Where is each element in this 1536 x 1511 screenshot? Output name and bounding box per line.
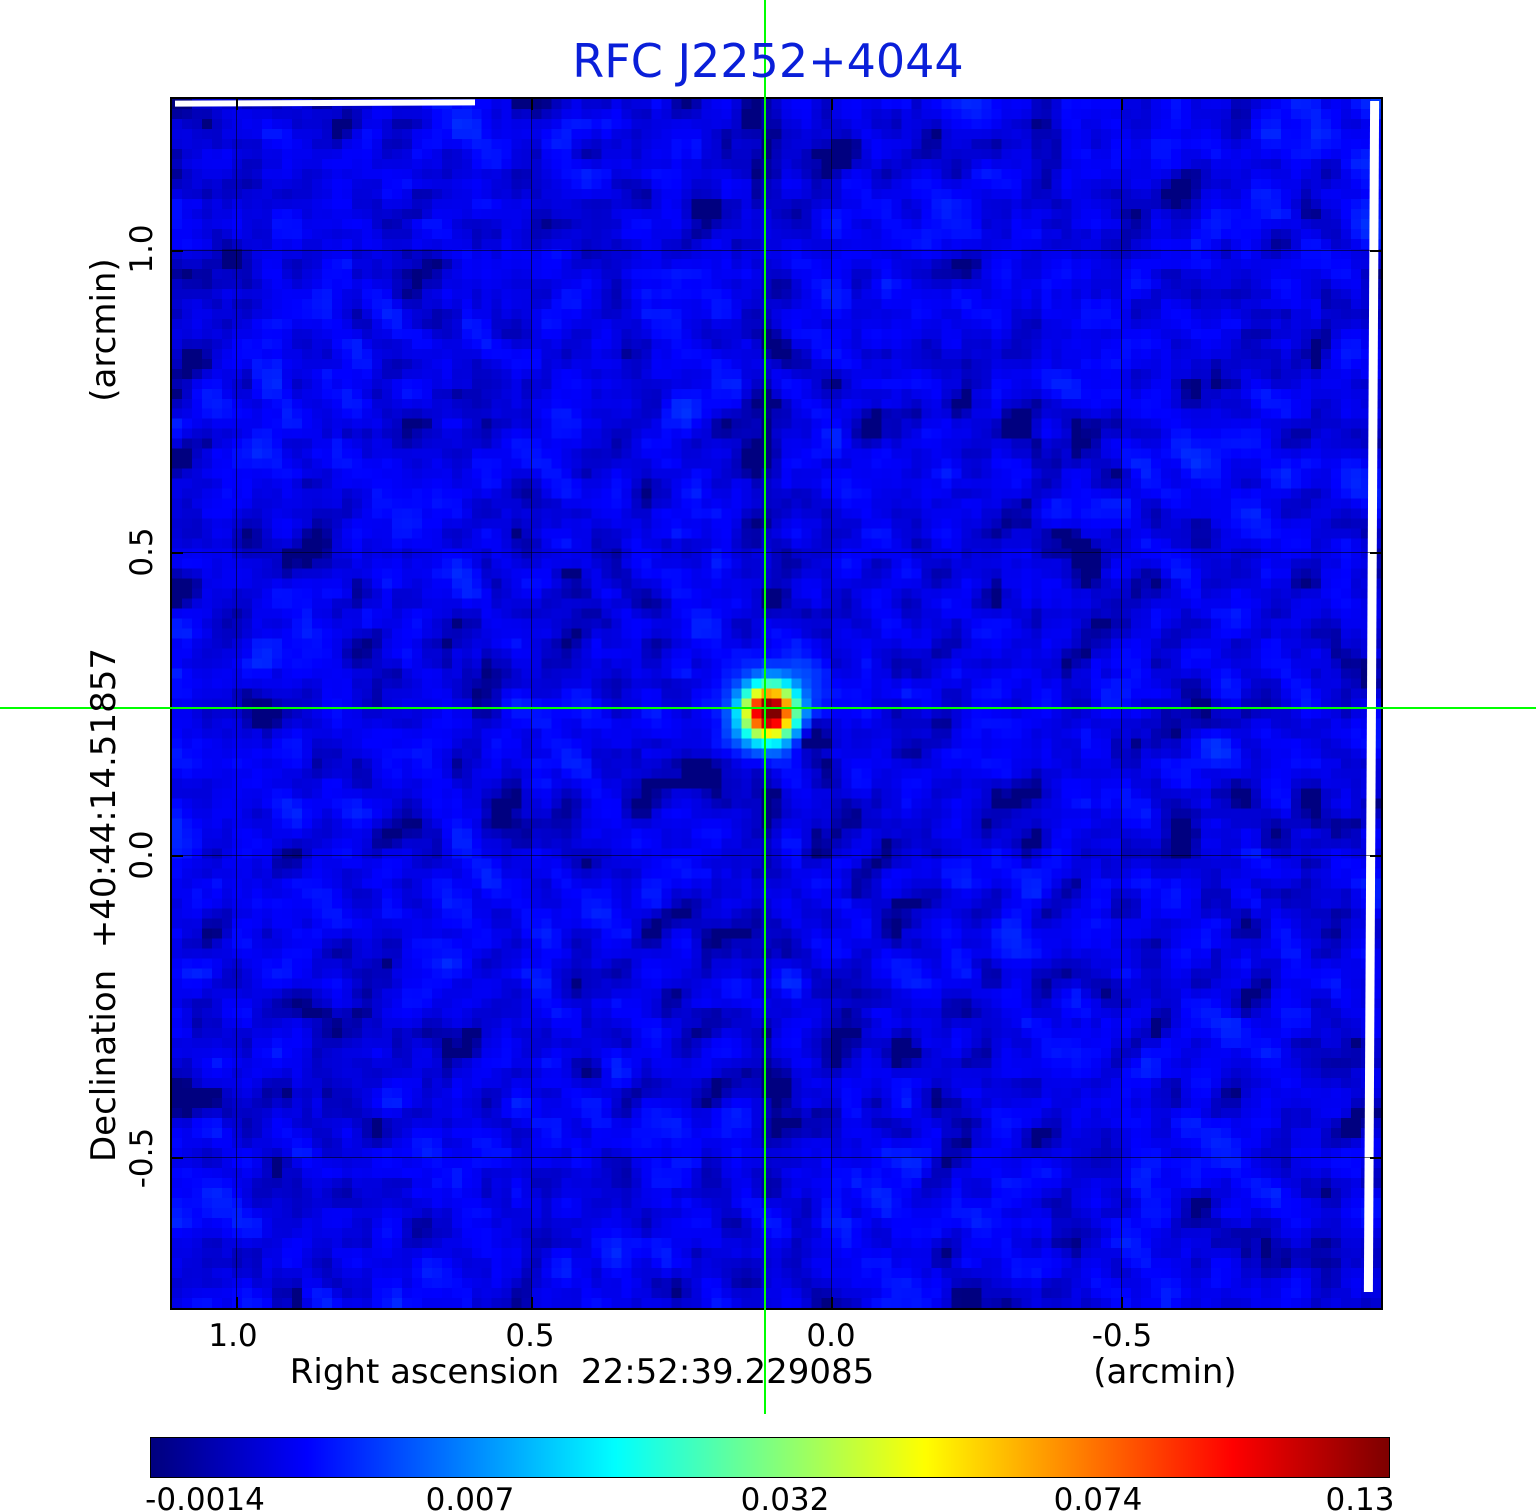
grid-line-horizontal [172, 552, 1381, 554]
grid-line-vertical [830, 99, 832, 1308]
colorbar-tick-label: 0.032 [740, 1482, 830, 1511]
y-tick-label: 0.0 [124, 830, 160, 880]
axis-tick [531, 99, 534, 110]
y-tick-label: 0.5 [124, 527, 160, 577]
y-axis-label: Declination +40:44:14.51857 [84, 648, 124, 1162]
grid-line-horizontal [172, 1156, 1381, 1158]
sky-map-canvas [172, 99, 1381, 1308]
axis-tick [172, 552, 183, 555]
y-tick-label: 1.0 [124, 224, 160, 274]
grid-line-vertical [531, 99, 533, 1308]
y-tick-label: -0.5 [124, 1127, 160, 1189]
grid-line-vertical [236, 99, 238, 1308]
axis-tick [1121, 99, 1124, 110]
axis-tick [1370, 552, 1381, 555]
axis-tick [172, 250, 183, 253]
crosshair-horizontal [0, 707, 1536, 709]
colorbar [150, 1437, 1390, 1478]
axis-tick [1121, 1297, 1124, 1308]
axis-tick [236, 1297, 239, 1308]
grid-line-horizontal [172, 854, 1381, 856]
colorbar-tick-label: 0.074 [1053, 1482, 1143, 1511]
grid-line-vertical [1121, 99, 1123, 1308]
x-tick-label: 0.5 [505, 1318, 555, 1354]
plot-title: RFC J2252+4044 [572, 34, 964, 88]
plot-area [170, 97, 1383, 1310]
grid-line-horizontal [172, 250, 1381, 252]
axis-tick [1370, 250, 1381, 253]
axis-tick [1370, 854, 1381, 857]
colorbar-tick-label: 0.13 [1325, 1482, 1395, 1511]
x-tick-label: -0.5 [1091, 1318, 1153, 1354]
axis-tick [830, 99, 833, 110]
axis-tick [172, 1156, 183, 1159]
x-axis-unit-label: (arcmin) [1093, 1352, 1237, 1392]
colorbar-canvas [151, 1438, 1389, 1477]
axis-tick [830, 1297, 833, 1308]
axis-tick [531, 1297, 534, 1308]
y-axis-unit-label: (arcmin) [84, 258, 124, 402]
colorbar-tick-label: -0.0014 [145, 1482, 265, 1511]
x-tick-label: 1.0 [208, 1318, 258, 1354]
x-tick-label: 0.0 [806, 1318, 856, 1354]
axis-tick [236, 99, 239, 110]
axis-tick [1370, 1156, 1381, 1159]
axis-tick [172, 854, 183, 857]
x-axis-label: Right ascension 22:52:39.229085 [289, 1352, 875, 1392]
colorbar-tick-label: 0.007 [425, 1482, 515, 1511]
